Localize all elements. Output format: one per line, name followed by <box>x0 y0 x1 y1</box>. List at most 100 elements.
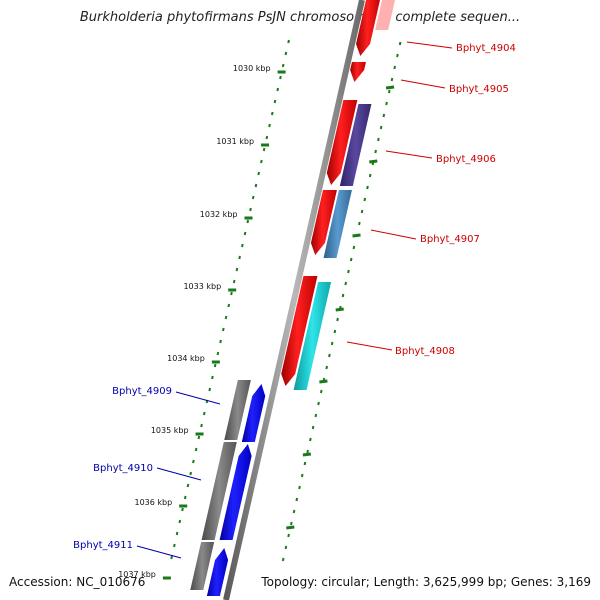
scale-dash <box>192 459 195 464</box>
gene-label-Bphyt_4910[interactable]: Bphyt_4910 <box>93 463 153 474</box>
gene-arrow-Bphyt_4909[interactable] <box>241 384 266 442</box>
labels-layer: Bphyt_4904 Bphyt_4905 Bphyt_4906 Bphyt_4907… <box>73 43 516 551</box>
scale-dash <box>254 183 258 188</box>
scale-dash <box>249 207 252 212</box>
accession-text: Accession: NC_010676 <box>9 575 146 589</box>
scale-dash <box>200 423 203 428</box>
scale-dash <box>295 497 299 502</box>
kbp-tick <box>319 379 328 384</box>
scale-dash <box>311 425 315 430</box>
cog-track <box>190 0 395 590</box>
kbp-tick <box>385 85 395 90</box>
cog-bar <box>201 442 237 540</box>
scale-dash <box>319 389 323 394</box>
label-leader <box>136 545 182 559</box>
label-leader <box>370 229 417 240</box>
scale-dash <box>300 473 304 478</box>
cog-bar <box>339 104 372 186</box>
kbp-label: 1035 kbp <box>151 426 189 435</box>
scale-dash <box>197 435 201 440</box>
scale-dash <box>368 173 372 178</box>
gene-label-Bphyt_4905[interactable]: Bphyt_4905 <box>449 84 509 95</box>
gene-arrow-Bphyt_4905[interactable] <box>350 62 366 82</box>
scale-dash <box>281 63 285 68</box>
scale-dash <box>360 209 364 214</box>
scale-dash <box>243 231 247 236</box>
scale-dash <box>265 135 269 140</box>
gene-label-Bphyt_4909[interactable]: Bphyt_4909 <box>112 386 172 397</box>
gene-label-Bphyt_4906[interactable]: Bphyt_4906 <box>436 154 496 165</box>
scale-dash <box>208 387 212 392</box>
scale-dash <box>246 219 250 224</box>
scale-dash <box>325 365 329 370</box>
map-title: Burkholderia phytofirmans PsJN chromosom… <box>79 10 521 25</box>
scale-dash <box>270 111 274 116</box>
scale-dash <box>349 257 353 262</box>
scale-dash <box>183 495 187 500</box>
gene-label-Bphyt_4911[interactable]: Bphyt_4911 <box>73 540 133 551</box>
kbp-tick <box>335 307 344 312</box>
gene-arrow-Bphyt_4907[interactable] <box>310 190 337 255</box>
scale-dash <box>181 507 184 512</box>
scale-dash <box>309 437 312 442</box>
gene-arrow-Bphyt_4908[interactable] <box>281 276 318 386</box>
scale-dash <box>385 101 388 106</box>
scale-dash <box>175 531 179 536</box>
scale-dash <box>189 471 192 476</box>
kbp-label: 1036 kbp <box>135 498 173 507</box>
scale-dash <box>366 185 369 190</box>
gene-arrow-Bphyt_4906[interactable] <box>326 100 358 185</box>
kbp-label: 1032 kbp <box>200 210 238 219</box>
label-leader <box>346 341 393 351</box>
scale-dash <box>344 281 348 286</box>
cog-bar <box>224 380 251 440</box>
scale-dash <box>390 77 394 82</box>
label-leader <box>175 391 221 405</box>
scale-dash <box>268 123 271 128</box>
gene-label-Bphyt_4904[interactable]: Bphyt_4904 <box>456 43 516 54</box>
scale-dash <box>377 137 380 142</box>
scale-dash <box>251 195 255 200</box>
scale-dash <box>221 327 225 332</box>
scale-dash <box>279 75 282 80</box>
scale-dash <box>382 113 386 118</box>
scale-dash <box>213 363 217 368</box>
cog-bar <box>375 0 395 30</box>
gene-arrow-Bphyt_4911[interactable] <box>206 548 229 596</box>
gene-track <box>206 0 381 596</box>
scale-dash <box>333 329 337 334</box>
scale-dash <box>298 485 301 490</box>
scale-track-outer <box>281 41 402 562</box>
label-leader <box>156 467 202 481</box>
scale-dash <box>379 125 383 130</box>
scale-dash <box>260 159 263 164</box>
gene-arrow-Bphyt_4910[interactable] <box>219 444 252 540</box>
scale-dash <box>284 545 288 550</box>
scale-dash <box>393 65 397 70</box>
scale-dash <box>396 53 399 58</box>
scale-dash <box>290 521 293 526</box>
scale-dash <box>317 401 320 406</box>
scale-dash <box>178 519 182 524</box>
scale-dash <box>241 243 244 248</box>
scale-dash <box>194 447 198 452</box>
scale-dash <box>358 221 361 226</box>
scale-dash <box>363 197 367 202</box>
kbp-tick <box>352 233 361 238</box>
scale-dash <box>336 317 339 322</box>
scale-dash <box>352 245 356 250</box>
gene-label-Bphyt_4907[interactable]: Bphyt_4907 <box>420 234 480 245</box>
scale-dash <box>202 411 206 416</box>
gene-arrow-Bphyt_4904[interactable] <box>356 0 381 56</box>
scale-dash <box>347 269 350 274</box>
scale-dash <box>224 315 228 320</box>
label-leader <box>406 41 453 49</box>
label-leader <box>385 150 433 159</box>
scale-dash <box>281 557 285 562</box>
scale-dash <box>292 509 296 514</box>
gene-label-Bphyt_4908[interactable]: Bphyt_4908 <box>395 346 455 357</box>
kbp-label: 1034 kbp <box>167 354 205 363</box>
scale-dash <box>314 413 318 418</box>
scale-dash <box>287 39 290 44</box>
